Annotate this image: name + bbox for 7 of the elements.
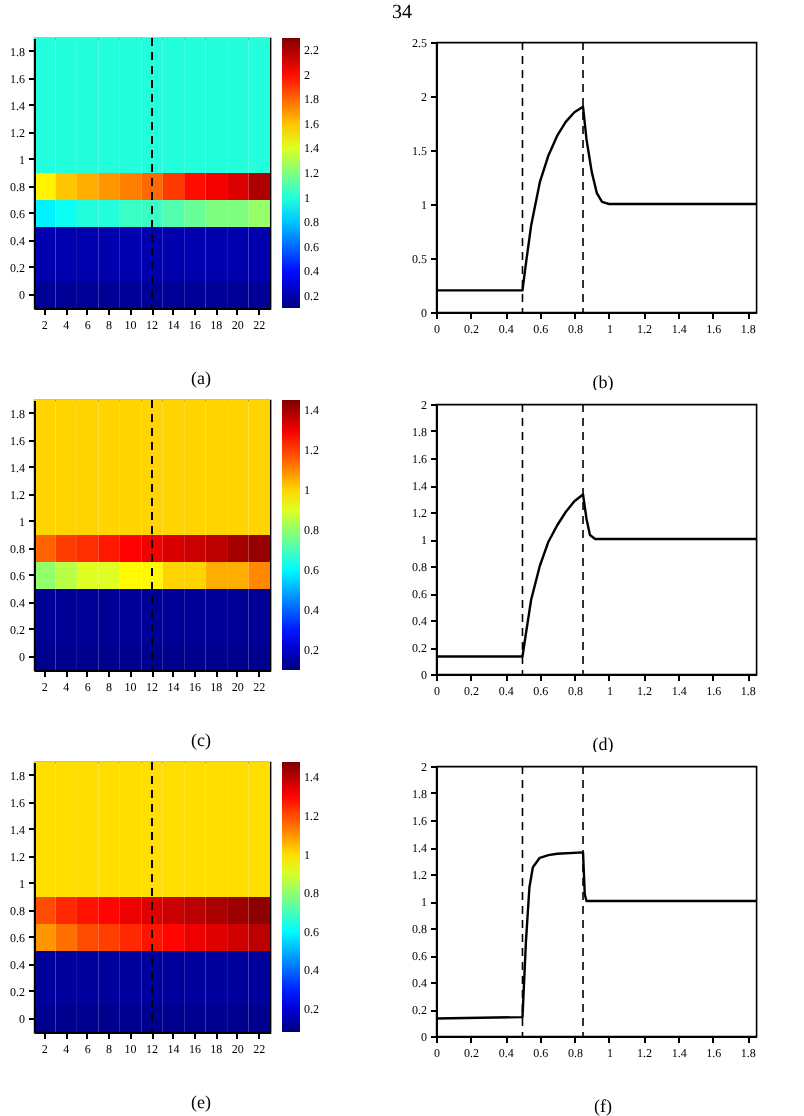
text: (a) <box>189 366 213 390</box>
text: (b) <box>590 370 616 394</box>
text: 34 <box>390 0 414 28</box>
text: (f) <box>592 1094 614 1116</box>
text: (e) <box>189 1090 213 1114</box>
text: (c) <box>189 728 213 752</box>
text: (d) <box>590 732 616 756</box>
